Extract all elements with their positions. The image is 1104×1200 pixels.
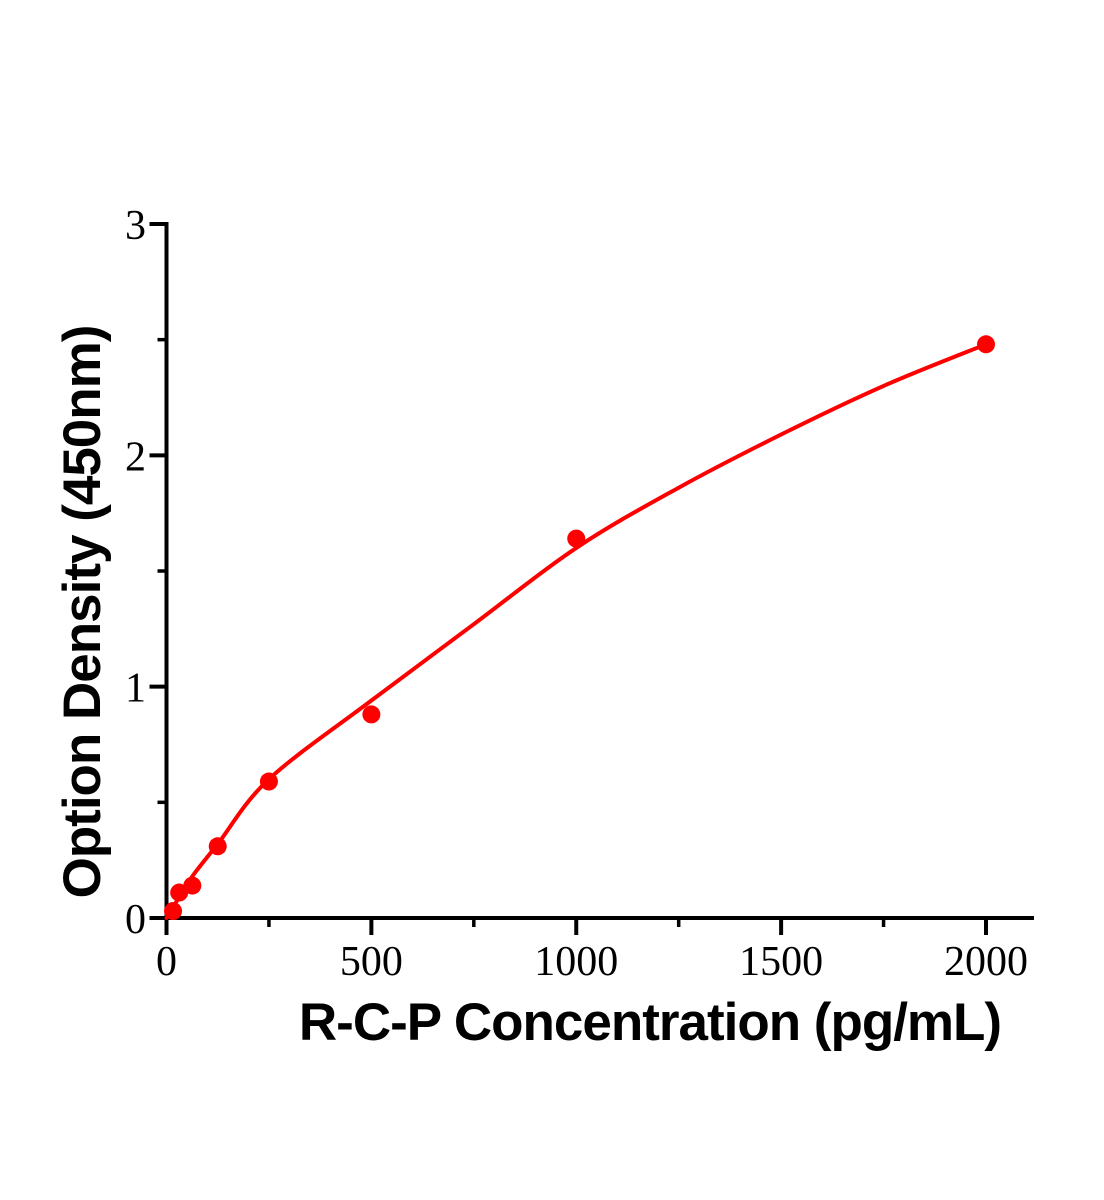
fit-curve: [164, 342, 988, 920]
data-point-marker: [259, 772, 278, 791]
x-axis-title: R-C-P Concentration (pg/mL): [299, 993, 1001, 1052]
data-point-marker: [183, 876, 202, 895]
x-tick-label: 2000: [944, 939, 1028, 985]
data-point-marker: [567, 529, 586, 548]
data-point-marker: [164, 902, 183, 921]
x-tick-label: 500: [340, 939, 403, 985]
data-point-marker: [208, 837, 227, 856]
y-axis-title: Option Density (450nm): [53, 326, 112, 899]
x-tick-label: 1500: [739, 939, 823, 985]
x-tick-label: 0: [156, 939, 177, 985]
y-tick-label: 1: [125, 666, 146, 712]
plot-series: [164, 335, 995, 921]
data-point-marker: [362, 705, 381, 724]
x-tick-label: 1000: [534, 939, 618, 985]
y-tick-label: 3: [125, 203, 146, 249]
data-point-marker: [977, 335, 995, 354]
axes: 0 500 1000 1500 2000 0 1 2 3: [125, 203, 1034, 985]
y-tick-label: 2: [125, 434, 146, 480]
y-tick-label: 0: [125, 897, 146, 943]
